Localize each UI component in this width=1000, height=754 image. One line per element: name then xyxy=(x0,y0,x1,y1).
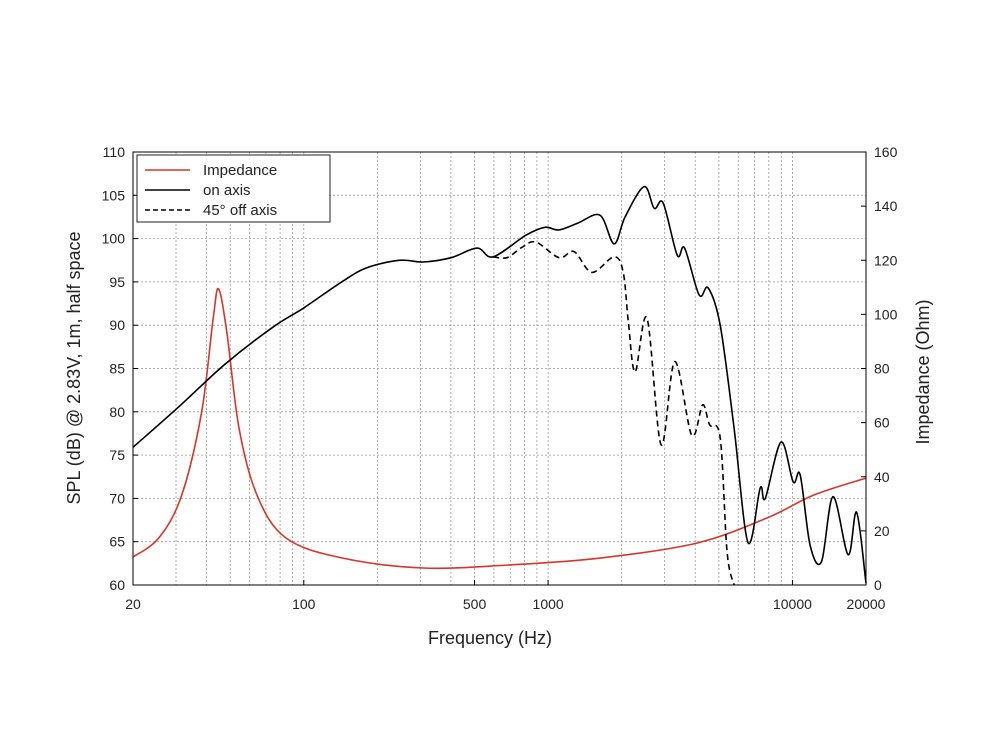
x-tick-label: 100 xyxy=(292,596,316,612)
x-tick-label: 20 xyxy=(125,596,141,612)
legend-label: 45° off axis xyxy=(203,202,277,219)
y-tick-label: 75 xyxy=(109,447,125,463)
legend: Impedance on axis 45° off axis xyxy=(136,154,331,223)
y2-tick-label: 160 xyxy=(874,144,898,160)
series-line-impedance xyxy=(132,287,867,570)
x-tick-label: 10000 xyxy=(773,596,812,612)
x-axis-label: Frequency (Hz) xyxy=(428,628,552,648)
y2-tick-label: 20 xyxy=(874,523,890,539)
x-axis: 20 100 500 1000 10000 20000 xyxy=(125,580,886,612)
legend-box xyxy=(136,154,331,223)
y-tick-label: 105 xyxy=(102,187,126,203)
y2-tick-label: 0 xyxy=(874,577,882,593)
legend-label: Impedance xyxy=(203,162,277,179)
y-tick-label: 70 xyxy=(109,490,125,506)
y2-axis-label: Impedance (Ohm) xyxy=(913,299,933,444)
y2-tick-label: 60 xyxy=(874,415,890,431)
y2-tick-label: 100 xyxy=(874,306,898,322)
y-axis-right: 0 20 40 60 80 100 120 140 160 xyxy=(861,144,898,593)
x-tick-label: 1000 xyxy=(533,596,564,612)
x-tick-label: 20000 xyxy=(847,596,886,612)
y-tick-label: 85 xyxy=(109,361,125,377)
series-line-on-axis xyxy=(132,185,867,584)
y-tick-label: 80 xyxy=(109,404,125,420)
y-tick-label: 65 xyxy=(109,534,125,550)
y-tick-label: 90 xyxy=(109,317,125,333)
y2-tick-label: 40 xyxy=(874,469,890,485)
y-axis-label: SPL (dB) @ 2.83V, 1m, half space xyxy=(64,231,84,504)
y2-tick-label: 140 xyxy=(874,198,898,214)
y-tick-label: 95 xyxy=(109,274,125,290)
y-axis-left: 60 65 70 75 80 85 90 95 100 105 110 xyxy=(102,144,138,593)
legend-label: on axis xyxy=(203,182,251,199)
y2-tick-label: 120 xyxy=(874,252,898,268)
y-tick-label: 60 xyxy=(109,577,125,593)
grid xyxy=(132,151,867,586)
x-tick-label: 500 xyxy=(463,596,487,612)
curves xyxy=(132,185,867,586)
y2-tick-label: 80 xyxy=(874,361,890,377)
y-tick-label: 110 xyxy=(103,144,126,160)
series-line-45-off-axis xyxy=(493,240,735,586)
y-tick-label: 100 xyxy=(102,231,126,247)
